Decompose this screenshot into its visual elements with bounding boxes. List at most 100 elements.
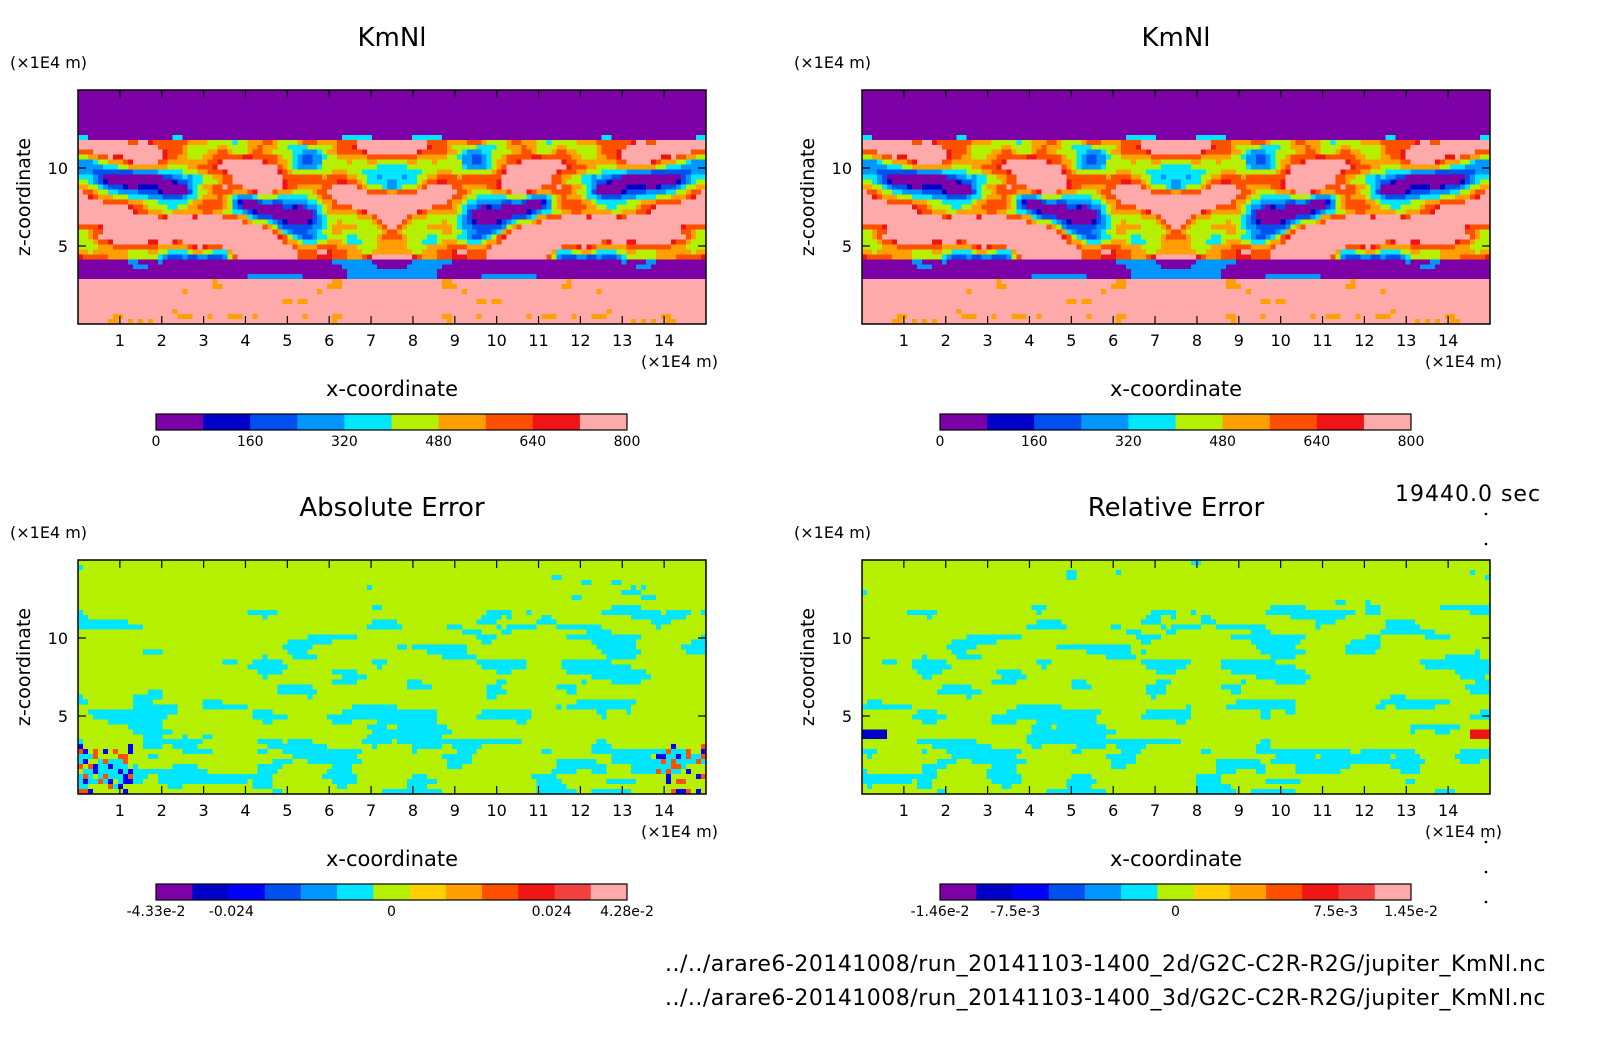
y-tick-label: 5 (842, 707, 852, 726)
x-tick-label: 9 (450, 801, 460, 820)
x-unit-label: (×1E4 m) (1425, 822, 1502, 841)
colorbar-swatch (987, 414, 1035, 430)
colorbar-label: 0 (152, 434, 161, 450)
y-axis-label: z-coordinate (797, 138, 819, 256)
colorbar-label: -7.5e-3 (990, 904, 1040, 920)
x-tick-label: 8 (1192, 331, 1202, 350)
colorbar-swatch (976, 884, 1013, 900)
colorbar-label: 4.28e-2 (600, 904, 654, 920)
colorbar-label: 160 (1021, 434, 1048, 450)
colorbar-swatch (1081, 414, 1129, 430)
colorbar-label: 640 (1303, 434, 1330, 450)
colorbar-swatch (373, 884, 410, 900)
colorbar-swatch (446, 884, 483, 900)
colorbar-swatch (1230, 884, 1267, 900)
x-tick-label: 1 (115, 801, 125, 820)
time-label: 19440.0 sec (1395, 482, 1541, 507)
colorbar-label: 160 (237, 434, 264, 450)
x-tick-label: 8 (1192, 801, 1202, 820)
y-unit-label: (×1E4 m) (10, 523, 87, 542)
heatmap-field (78, 560, 707, 795)
colorbar: 0 160 320 480 640 800 (936, 414, 1425, 450)
x-unit-label: (×1E4 m) (641, 822, 718, 841)
x-tick-label: 3 (199, 331, 209, 350)
colorbar-label: 320 (1115, 434, 1142, 450)
x-unit-label: (×1E4 m) (1425, 352, 1502, 371)
y-tick-label: 10 (48, 159, 68, 178)
margin-dot (1485, 513, 1488, 516)
x-tick-label: 14 (1438, 331, 1458, 350)
y-axis-label: z-coordinate (13, 608, 35, 726)
x-tick-label: 2 (941, 331, 951, 350)
x-axis-label: x-coordinate (1110, 847, 1242, 871)
colorbar-swatch (591, 884, 628, 900)
x-tick-label: 12 (1354, 801, 1374, 820)
file-path-3d: ../../arare6-20141008/run_20141103-1400_… (665, 986, 1546, 1011)
colorbar-label: 640 (519, 434, 546, 450)
file-path-2d: ../../arare6-20141008/run_20141103-1400_… (665, 952, 1546, 977)
colorbar: 0 160 320 480 640 800 (152, 414, 641, 450)
colorbar-swatch (228, 884, 265, 900)
x-tick-label: 1 (899, 801, 909, 820)
colorbar-label: 7.5e-3 (1313, 904, 1358, 920)
x-tick-label: 3 (983, 801, 993, 820)
x-tick-label: 14 (654, 331, 674, 350)
colorbar-swatch (940, 884, 977, 900)
colorbar-swatch (1128, 414, 1176, 430)
colorbar-swatch (203, 414, 251, 430)
colorbar-label: 480 (1209, 434, 1236, 450)
x-axis-label: x-coordinate (326, 377, 458, 401)
x-tick-label: 2 (157, 801, 167, 820)
x-tick-label: 12 (570, 331, 590, 350)
colorbar-label: -4.33e-2 (127, 904, 186, 920)
colorbar-label: -0.024 (209, 904, 254, 920)
x-tick-label: 10 (1270, 801, 1290, 820)
colorbar-swatch (297, 414, 345, 430)
colorbar-swatch (156, 414, 204, 430)
x-tick-label: 3 (983, 331, 993, 350)
colorbar-swatch (439, 414, 487, 430)
colorbar-swatch (518, 884, 555, 900)
colorbar-label: 0.024 (532, 904, 572, 920)
colorbar-swatch (265, 884, 302, 900)
x-tick-label: 6 (1108, 331, 1118, 350)
colorbar-swatch (1302, 884, 1339, 900)
margin-dot (1485, 871, 1488, 874)
y-tick-label: 5 (58, 237, 68, 256)
colorbar-swatch (1266, 884, 1303, 900)
x-tick-label: 12 (570, 801, 590, 820)
x-axis-label: x-coordinate (1110, 377, 1242, 401)
x-tick-label: 1 (899, 331, 909, 350)
x-tick-label: 7 (366, 801, 376, 820)
y-unit-label: (×1E4 m) (10, 53, 87, 72)
colorbar-swatch (410, 884, 447, 900)
x-tick-label: 10 (486, 801, 506, 820)
margin-dot (1485, 543, 1488, 546)
colorbar-swatch (1012, 884, 1049, 900)
colorbar-swatch (1085, 884, 1122, 900)
chart-title: Absolute Error (299, 493, 485, 523)
x-tick-label: 4 (240, 801, 250, 820)
margin-dot (1485, 901, 1488, 904)
colorbar-label: 1.45e-2 (1384, 904, 1438, 920)
x-tick-label: 2 (157, 331, 167, 350)
panel-3: Absolute Error(×1E4 m)1 2 3 4 5 6 7 8 9 10 11 12 13 1… (10, 493, 718, 920)
heatmap-field (862, 560, 1491, 795)
x-tick-label: 11 (528, 801, 548, 820)
x-tick-label: 1 (115, 331, 125, 350)
margin-dot (1485, 841, 1488, 844)
colorbar-swatch (533, 414, 581, 430)
colorbar-swatch (1176, 414, 1224, 430)
colorbar: -1.46e-2 -7.5e-3 0 7.5e-3 1.45e-2 (911, 884, 1438, 920)
colorbar-swatch (1157, 884, 1194, 900)
colorbar-label: -1.46e-2 (911, 904, 970, 920)
x-tick-label: 9 (450, 331, 460, 350)
colorbar-swatch (486, 414, 534, 430)
colorbar-swatch (1339, 884, 1376, 900)
heatmap-field (78, 90, 707, 325)
colorbar-label: 0 (1171, 904, 1180, 920)
colorbar-swatch (1223, 414, 1271, 430)
x-tick-label: 6 (1108, 801, 1118, 820)
heatmap-field (862, 90, 1491, 325)
